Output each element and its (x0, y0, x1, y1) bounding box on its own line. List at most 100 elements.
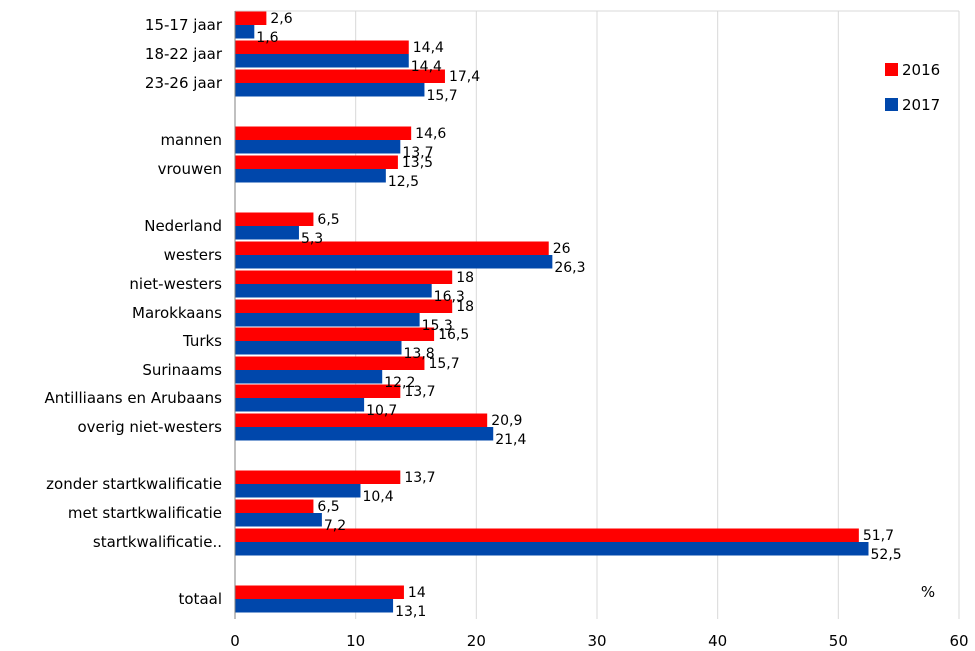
data-label-2016: 6,5 (317, 212, 339, 228)
legend-swatch-2016 (885, 63, 898, 76)
category-labels: 15-17 jaar 18-22 jaar 23-26 jaar mannen vrou… (45, 16, 223, 608)
x-tick-label: 0 (230, 632, 240, 650)
data-label-2017: 15,7 (426, 88, 457, 104)
data-label-2016: 14,6 (415, 126, 446, 142)
category-label: 23-26 jaar (145, 74, 223, 92)
bar-2017 (235, 226, 299, 240)
data-label-2016: 13,7 (404, 384, 435, 400)
data-label-2017: 10,7 (366, 403, 397, 419)
bar-2016 (235, 585, 404, 599)
data-label-2016: 6,5 (317, 499, 339, 515)
bar-2016 (235, 470, 401, 484)
category-label: 15-17 jaar (145, 16, 223, 34)
category-label: westers (164, 246, 223, 264)
category-label: 18-22 jaar (145, 45, 223, 63)
bar-2016 (235, 40, 409, 54)
data-label-2017: 21,4 (495, 432, 526, 448)
category-label: Marokkaans (132, 304, 222, 322)
data-label-2016: 26 (553, 241, 571, 257)
bars (235, 11, 869, 613)
bar-2017 (235, 370, 383, 384)
data-label-2016: 13,5 (402, 155, 433, 171)
data-label-2017: 16,3 (434, 289, 465, 305)
data-label-2016: 14 (408, 585, 426, 601)
bar-2017 (235, 542, 869, 556)
data-label-2016: 17,4 (449, 69, 480, 85)
bar-2017 (235, 83, 425, 97)
legend-label-2016: 2016 (902, 61, 940, 79)
x-tick-label: 40 (708, 632, 727, 650)
bar-2016 (235, 299, 453, 313)
data-label-2017: 12,2 (384, 375, 415, 391)
bar-2017 (235, 599, 394, 613)
bar-2016 (235, 384, 401, 398)
data-label-2017: 10,4 (362, 489, 393, 505)
gridlines (235, 10, 960, 619)
category-label: mannen (160, 131, 222, 149)
bar-2017 (235, 398, 365, 412)
category-label: met startkwalificatie (68, 504, 222, 522)
legend-swatch-2017 (885, 98, 898, 111)
bar-2017 (235, 54, 409, 68)
data-label-2017: 7,2 (324, 518, 346, 534)
x-tick-label: 60 (949, 632, 968, 650)
data-label-2017: 13,8 (404, 346, 435, 362)
legend: 2016 2017 (885, 61, 940, 114)
bar-2017 (235, 284, 432, 298)
data-label-2016: 2,6 (270, 11, 292, 27)
bar-2016 (235, 356, 425, 370)
category-label: Antilliaans en Arubaans (45, 389, 223, 407)
bar-2017 (235, 341, 402, 355)
data-label-2017: 26,3 (554, 260, 585, 276)
data-label-2016: 18 (456, 299, 474, 315)
data-label-2016: 15,7 (428, 356, 459, 372)
bar-2017 (235, 255, 553, 269)
data-label-2016: 51,7 (863, 528, 894, 544)
category-label: zonder startkwalificatie (46, 475, 222, 493)
category-label: Surinaams (142, 361, 222, 379)
data-label-2017: 1,6 (256, 30, 278, 46)
data-label-2017: 14,4 (411, 59, 442, 75)
data-label-2016: 14,4 (413, 40, 444, 56)
bar-2016 (235, 499, 314, 513)
bar-2017 (235, 313, 420, 327)
bar-2016 (235, 528, 859, 542)
x-tick-label: 50 (829, 632, 848, 650)
category-label: totaal (179, 590, 223, 608)
bar-2016 (235, 270, 453, 284)
bar-2016 (235, 11, 267, 25)
bar-2016 (235, 126, 412, 140)
category-label: startkwalificatie.. (93, 533, 222, 551)
bar-2017 (235, 484, 361, 498)
data-label-2016: 18 (456, 270, 474, 286)
legend-label-2017: 2017 (902, 96, 940, 114)
bar-2016 (235, 69, 445, 83)
bar-2016 (235, 241, 549, 255)
category-label: Turks (182, 332, 222, 350)
data-label-2016: 13,7 (404, 470, 435, 486)
x-tick-label: 20 (467, 632, 486, 650)
bar-2017 (235, 427, 494, 441)
data-label-2017: 15,3 (422, 318, 453, 334)
data-label-2017: 13,7 (402, 145, 433, 161)
x-tick-label: 30 (587, 632, 606, 650)
category-label: niet-westers (129, 275, 222, 293)
unit-label: % (921, 583, 935, 601)
category-label: Nederland (144, 217, 222, 235)
data-labels: 2,61,614,414,417,415,714,613,713,512,56,… (256, 11, 901, 620)
x-tick-labels: 0 10 20 30 40 50 60 (230, 632, 968, 650)
bar-2017 (235, 169, 386, 183)
data-label-2016: 16,5 (438, 327, 469, 343)
data-label-2017: 52,5 (871, 547, 902, 563)
bar-2016 (235, 212, 314, 226)
data-label-2016: 20,9 (491, 413, 522, 429)
category-label: vrouwen (158, 160, 222, 178)
data-label-2017: 5,3 (301, 231, 323, 247)
data-label-2017: 12,5 (388, 174, 419, 190)
bar-2017 (235, 140, 401, 154)
bar-2016 (235, 327, 435, 341)
x-tick-label: 10 (346, 632, 365, 650)
category-label: overig niet-westers (77, 418, 222, 436)
bar-2016 (235, 155, 398, 169)
